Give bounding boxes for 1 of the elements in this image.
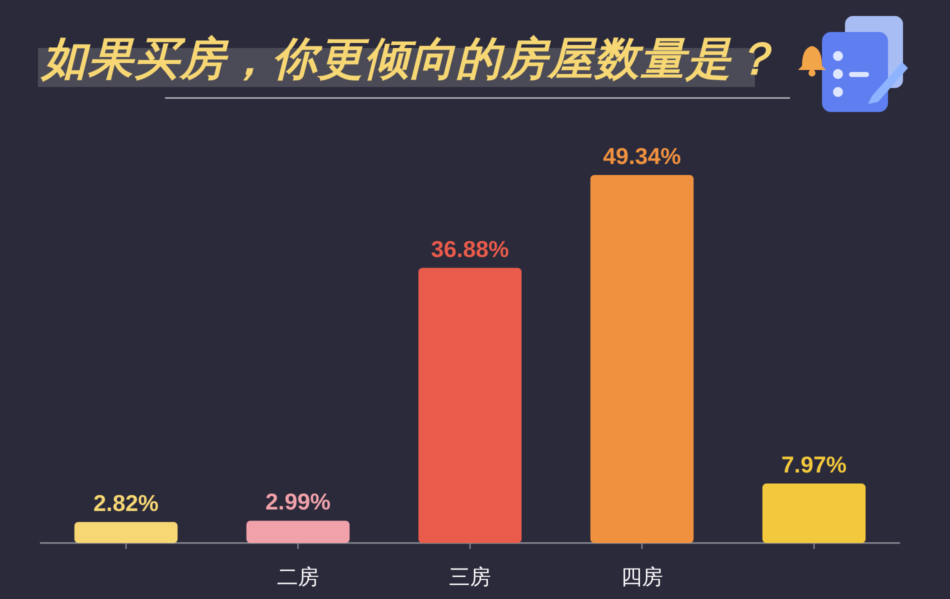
title: 如果买房，你更倾向的房屋数量是？ — [42, 33, 778, 84]
